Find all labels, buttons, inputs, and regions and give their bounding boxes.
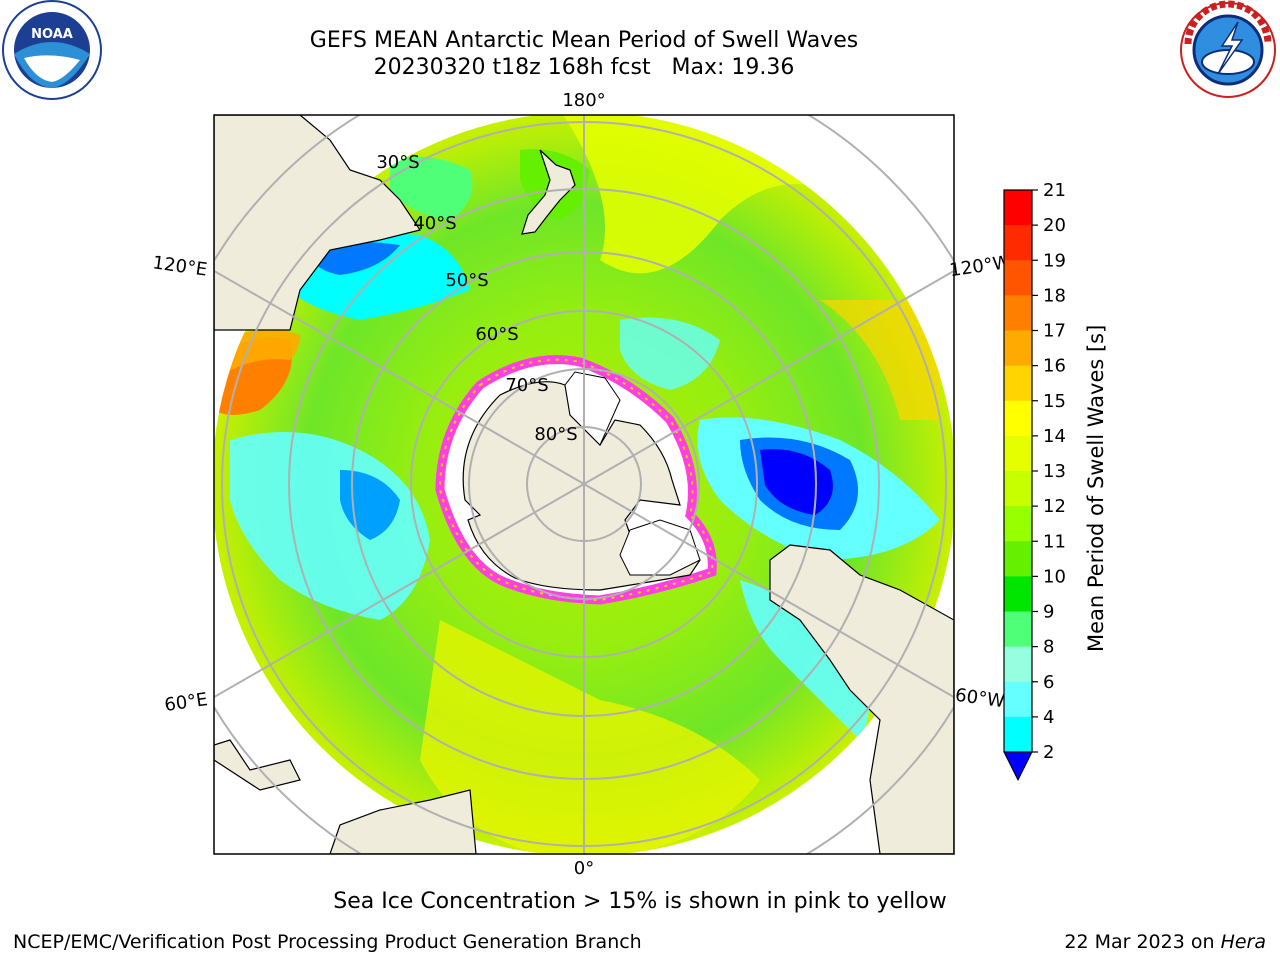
colorbar-segment bbox=[1004, 506, 1032, 542]
noaa-logo: NOAA bbox=[2, 0, 102, 100]
footer-left: NCEP/EMC/Verification Post Processing Pr… bbox=[13, 931, 642, 953]
colorbar-tick-label: 10 bbox=[1043, 566, 1066, 587]
colorbar-tick-label: 17 bbox=[1043, 321, 1066, 342]
footer-date: 22 Mar 2023 on bbox=[1064, 931, 1221, 953]
colorbar-segment bbox=[1004, 225, 1032, 261]
footer-right: 22 Mar 2023 on Hera bbox=[1064, 931, 1266, 953]
colorbar-segment bbox=[1004, 471, 1032, 507]
colorbar-segment bbox=[1004, 576, 1032, 612]
colorbar-tick-label: 12 bbox=[1043, 496, 1066, 517]
graticule bbox=[214, 115, 954, 854]
colorbar-title: Mean Period of Swell Waves [s] bbox=[1084, 324, 1108, 652]
colorbar-tick-label: 9 bbox=[1043, 602, 1054, 623]
lon-label-60e: 60°E bbox=[163, 689, 209, 716]
colorbar-segment bbox=[1004, 400, 1032, 437]
colorbar-tick-label: 4 bbox=[1043, 707, 1054, 728]
colorbar-tick-label: 21 bbox=[1043, 180, 1066, 201]
colorbar-segment bbox=[1004, 611, 1032, 648]
colorbar-tick-label: 19 bbox=[1043, 250, 1066, 271]
colorbar-segment bbox=[1004, 646, 1032, 683]
colorbar-tick-label: 18 bbox=[1043, 285, 1066, 306]
colorbar-segment bbox=[1004, 365, 1032, 402]
chart-subtitle: 20230320 t18z 168h fcst Max: 19.36 bbox=[373, 55, 795, 80]
lat-label-60s: 60°S bbox=[475, 324, 518, 345]
colorbar-segment bbox=[1004, 716, 1032, 753]
colorbar-tick-label: 13 bbox=[1043, 461, 1066, 482]
lon-label-0: 0° bbox=[574, 858, 594, 879]
colorbar-segment bbox=[1004, 541, 1032, 577]
lat-label-70s: 70°S bbox=[505, 375, 548, 396]
colorbar-segment bbox=[1004, 681, 1032, 718]
chart-title: GEFS MEAN Antarctic Mean Period of Swell… bbox=[309, 28, 859, 53]
nws-logo bbox=[1180, 0, 1276, 98]
sea-ice-note: Sea Ice Concentration > 15% is shown in … bbox=[333, 889, 947, 914]
colorbar-tick-label: 8 bbox=[1043, 637, 1054, 658]
lon-label-120e: 120°E bbox=[151, 252, 208, 280]
colorbar-segment bbox=[1004, 295, 1032, 331]
colorbar-segment bbox=[1004, 260, 1032, 296]
colorbar-tick-label: 11 bbox=[1043, 531, 1066, 552]
map-frame bbox=[213, 114, 955, 855]
noaa-logo-text: NOAA bbox=[31, 27, 73, 42]
colorbar-segments bbox=[1004, 190, 1032, 753]
footer-machine: Hera bbox=[1220, 931, 1266, 953]
colorbar-tick-label: 20 bbox=[1043, 215, 1066, 236]
lat-label-40s: 40°S bbox=[413, 213, 456, 234]
lat-label-50s: 50°S bbox=[445, 270, 488, 291]
colorbar-ticks: 21 20 19 18 17 16 15 14 13 12 11 10 9 8 6 4 2 bbox=[1032, 180, 1066, 763]
colorbar-under-triangle bbox=[1003, 751, 1033, 782]
colorbar-tick-label: 15 bbox=[1043, 391, 1066, 412]
colorbar-tick-label: 2 bbox=[1043, 742, 1054, 763]
lat-label-80s: 80°S bbox=[534, 424, 577, 445]
colorbar-segment bbox=[1004, 190, 1032, 226]
colorbar-tick-label: 14 bbox=[1043, 426, 1066, 447]
colorbar-segment bbox=[1004, 435, 1032, 472]
colorbar: 21 20 19 18 17 16 15 14 13 12 11 10 9 8 6 4 2 bbox=[1003, 180, 1066, 782]
lat-label-30s: 30°S bbox=[376, 152, 419, 173]
lon-label-180: 180° bbox=[562, 90, 605, 111]
colorbar-segment bbox=[1004, 330, 1032, 367]
colorbar-tick-label: 16 bbox=[1043, 356, 1066, 377]
colorbar-tick-label: 6 bbox=[1043, 672, 1054, 693]
